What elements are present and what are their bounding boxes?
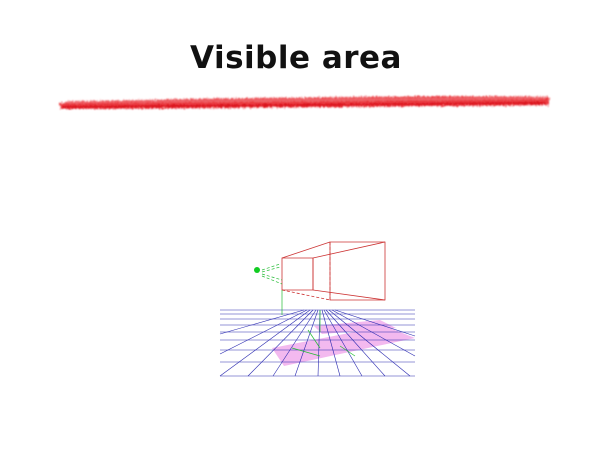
floor-grid (219, 309, 416, 377)
visible-floor-region (272, 320, 415, 366)
camera-eye-icon (254, 267, 260, 273)
view-frustum (281, 241, 386, 301)
slide-title: Visible area (190, 40, 402, 76)
view-frustum-diagram (219, 241, 416, 377)
red-brush-underline (59, 96, 549, 109)
sight-lines (261, 263, 356, 357)
